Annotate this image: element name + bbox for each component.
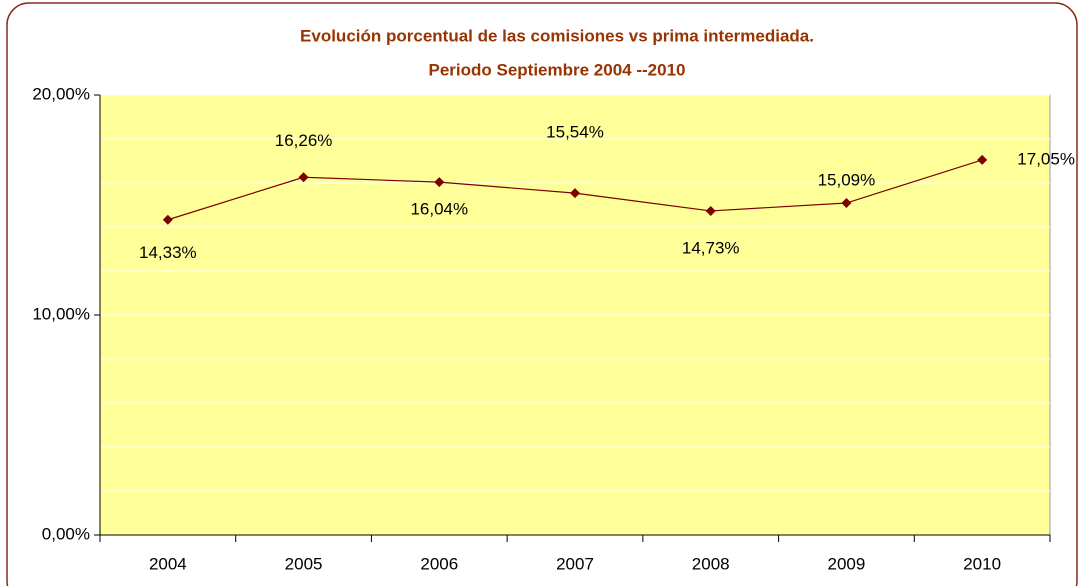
marker [841, 198, 852, 209]
y-tick-label: 0,00% [42, 524, 90, 543]
x-tick-label: 2005 [285, 554, 323, 573]
x-tick-label: 2010 [963, 554, 1001, 573]
data-label: 14,33% [139, 243, 197, 262]
marker [977, 154, 988, 165]
x-tick-label: 2008 [692, 554, 730, 573]
y-tick-label: 20,00% [32, 84, 90, 103]
marker [434, 177, 445, 188]
data-label: 15,54% [546, 123, 604, 142]
chart-subtitle: Periodo Septiembre 2004 --2010 [428, 60, 685, 79]
data-label: 14,73% [682, 238, 740, 257]
chart-title: Evolución porcentual de las comisiones v… [300, 26, 814, 45]
marker [705, 205, 716, 216]
marker [298, 172, 309, 183]
x-tick-label: 2007 [556, 554, 594, 573]
data-label: 16,04% [410, 200, 468, 219]
x-tick-label: 2004 [149, 554, 187, 573]
data-label: 17,05% [1017, 149, 1075, 168]
data-label: 16,26% [275, 131, 333, 150]
x-tick-label: 2009 [828, 554, 866, 573]
x-tick-label: 2006 [420, 554, 458, 573]
y-tick-label: 10,00% [32, 304, 90, 323]
data-label: 15,09% [818, 171, 876, 190]
marker [162, 214, 173, 225]
marker [570, 188, 580, 199]
